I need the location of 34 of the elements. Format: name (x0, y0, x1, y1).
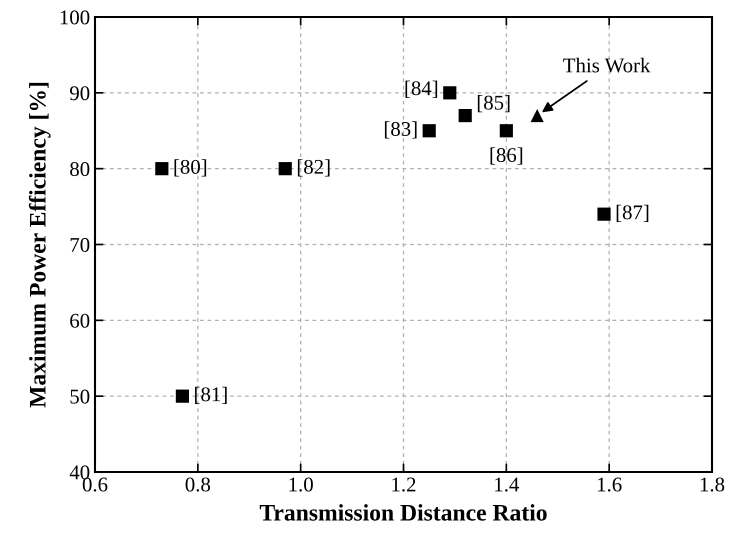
y-tick-label: 100 (60, 10, 90, 24)
x-tick-label: 1.0 (289, 477, 313, 492)
y-tick-label: 50 (70, 390, 90, 404)
annotation: [83] (384, 121, 417, 139)
point (443, 86, 456, 100)
point (155, 162, 168, 176)
annotation: [85] (478, 95, 510, 112)
point (278, 162, 292, 176)
x-tick-label: 0.6 (82, 477, 108, 492)
y-tick-label: 90 (70, 86, 90, 100)
y-tick-label: 70 (70, 238, 90, 252)
annotation: [81] (195, 386, 227, 404)
x-tick-label: 1.2 (392, 478, 416, 492)
point (458, 108, 472, 122)
x-tick-label: 1.8 (700, 477, 724, 492)
x-tick-label: 0.8 (186, 477, 210, 492)
annotation: This Work (563, 58, 650, 73)
annotation: [80] (174, 159, 206, 176)
point (176, 390, 189, 403)
point (422, 124, 436, 138)
point (500, 124, 513, 138)
x-tick-label: 1.6 (598, 478, 622, 492)
point (597, 208, 611, 221)
x-tick-label: 1.4 (495, 478, 520, 492)
y-tick-label: 60 (70, 314, 90, 328)
point (530, 108, 544, 122)
y-tick-label: 40 (70, 465, 90, 480)
x-axis-title: Transmission Distance Ratio (260, 504, 547, 521)
annotation: [82] (298, 159, 330, 176)
annotation: [87] (616, 204, 648, 222)
y-tick-label: 80 (70, 162, 90, 176)
annotation: [84] (406, 80, 438, 98)
y-axis-title: Maximum Power Efficiency [%] (28, 82, 51, 408)
annotation: [86] (490, 147, 522, 165)
